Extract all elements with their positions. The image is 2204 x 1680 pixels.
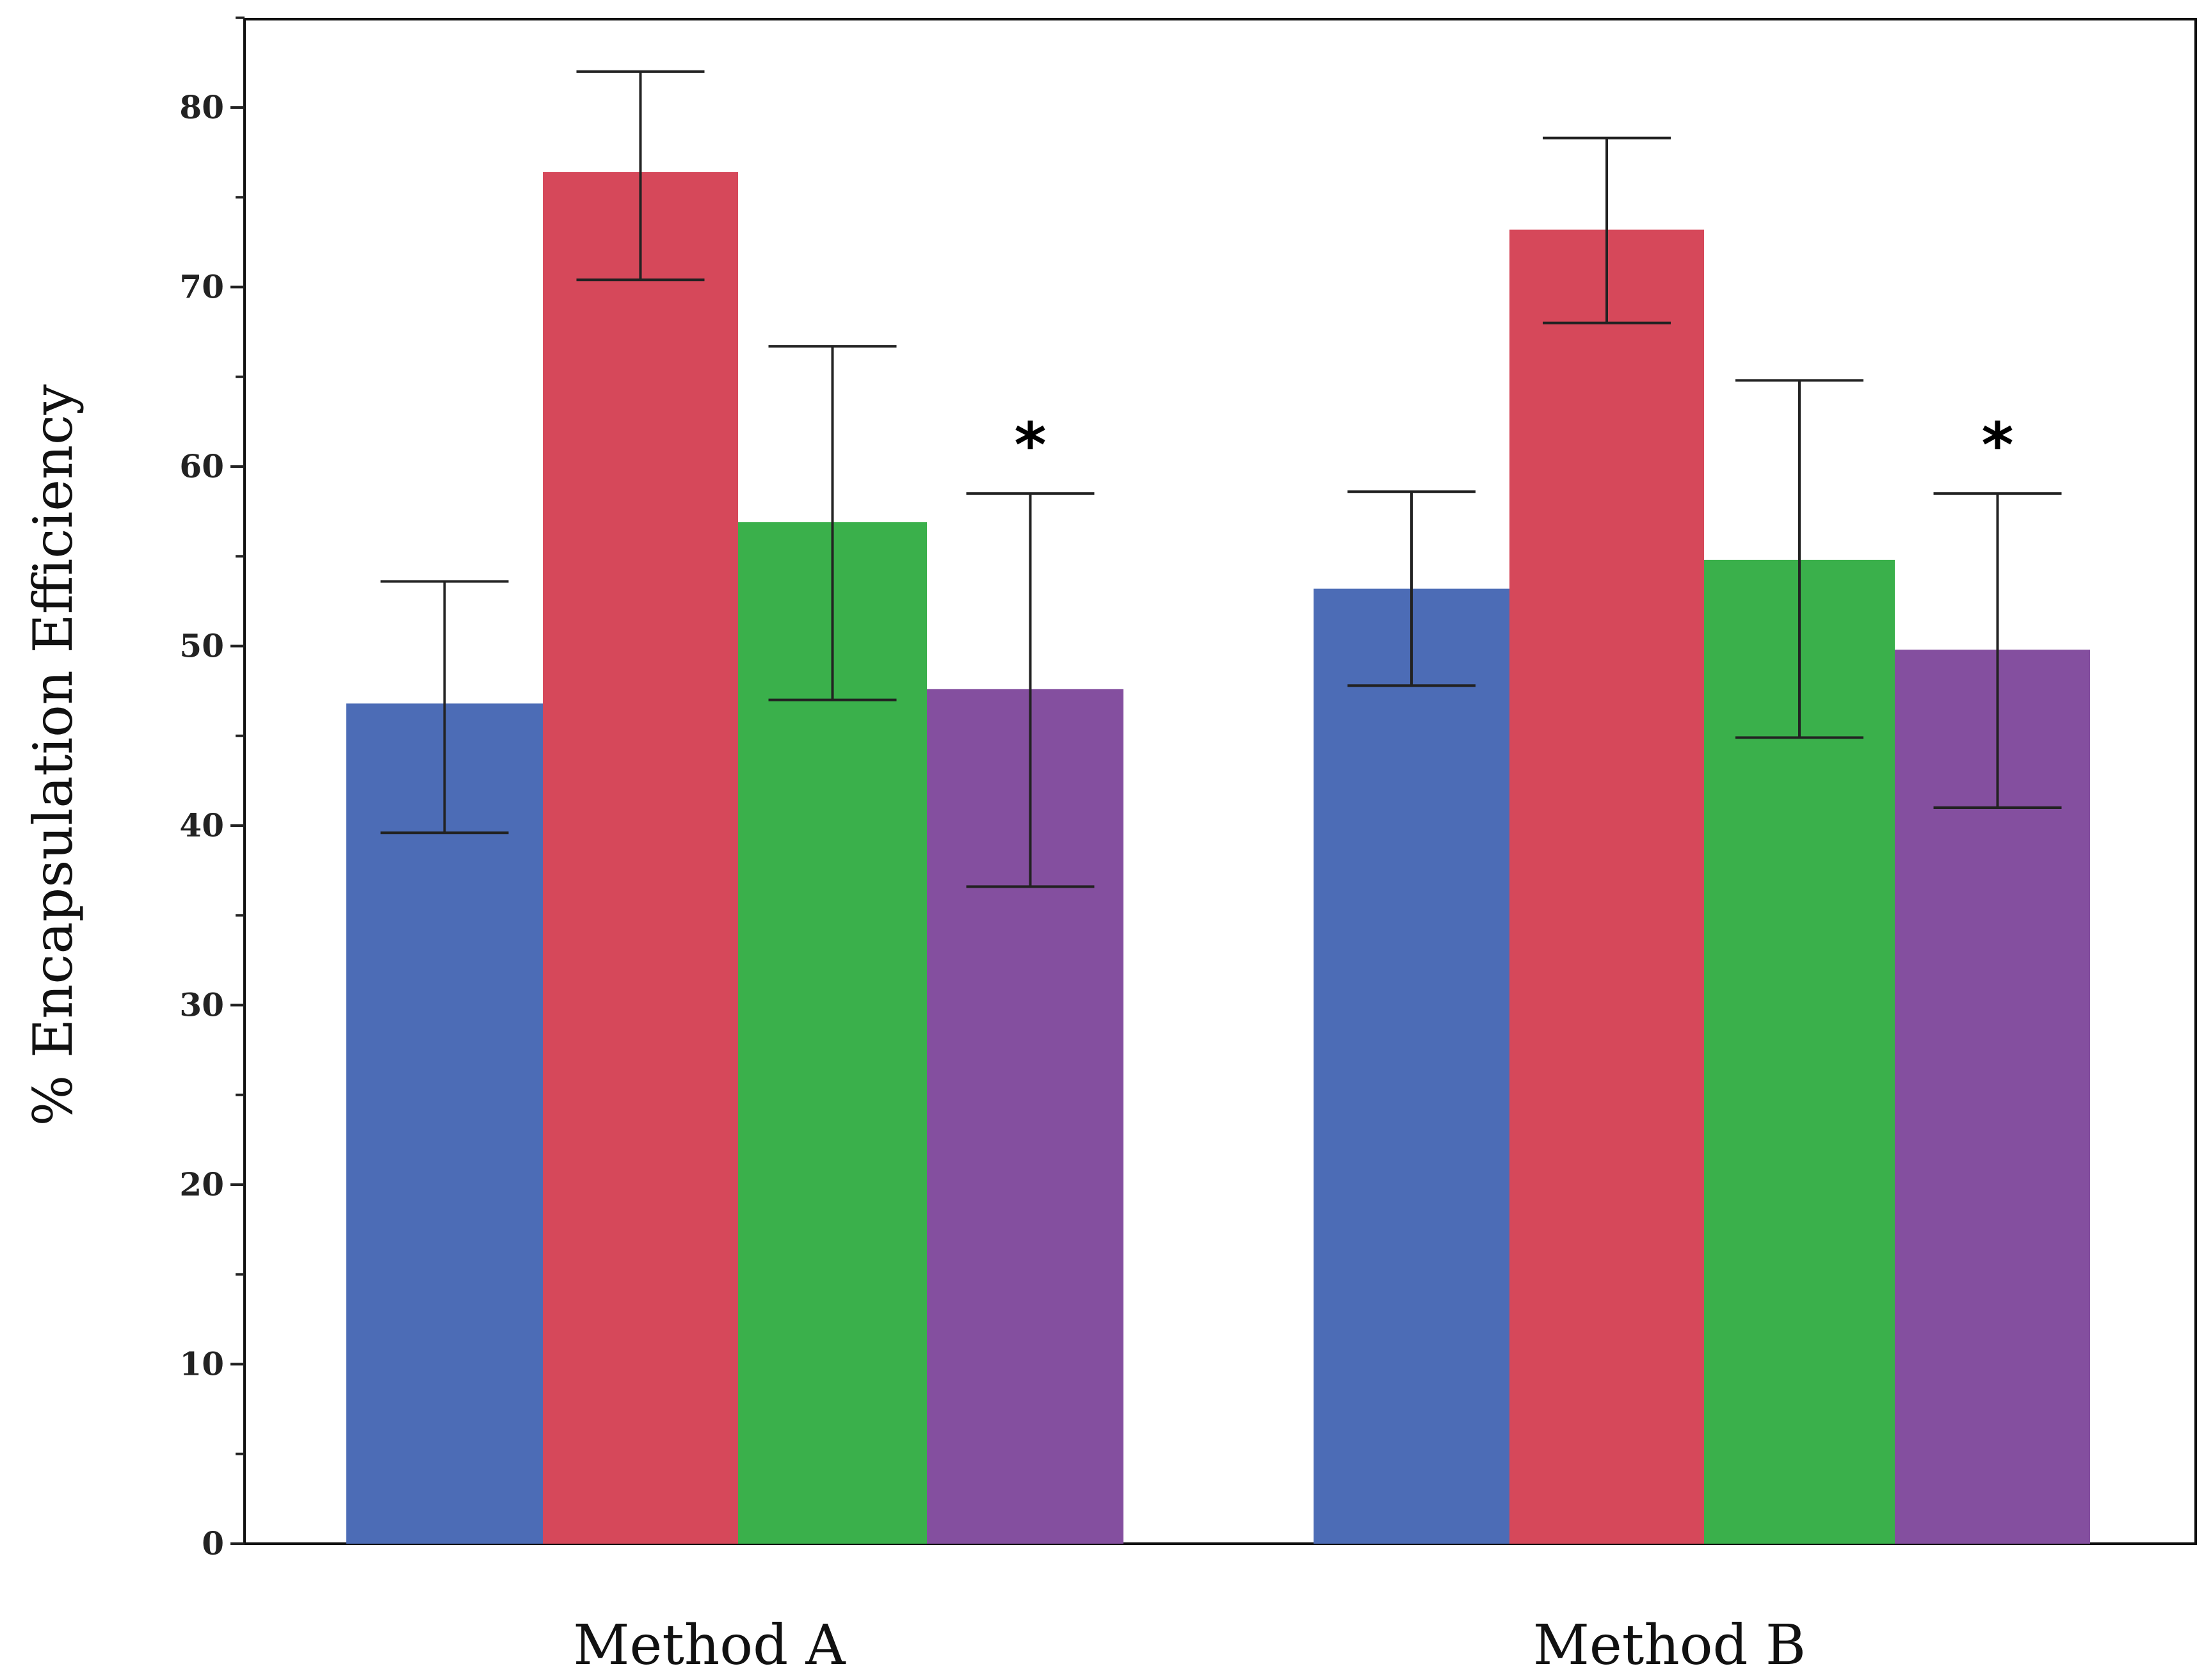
error-bar	[1347, 490, 1476, 687]
significance-asterisk: *	[1981, 410, 2013, 481]
plot-frame	[243, 18, 2197, 1545]
bar-method-a-series-4	[927, 689, 1123, 1544]
error-bar	[966, 492, 1095, 888]
error-bar	[768, 345, 897, 701]
error-bar	[1735, 379, 1863, 739]
y-tick-label: 30	[179, 986, 224, 1024]
bar-method-b-series-4	[1895, 650, 2090, 1544]
y-tick-label: 20	[179, 1165, 224, 1203]
error-bar	[1933, 492, 2062, 809]
y-tick-label: 80	[179, 88, 224, 126]
bar-method-b-series-2	[1509, 229, 1704, 1544]
y-tick-label: 0	[202, 1524, 224, 1562]
x-axis: Method A Method B	[573, 1613, 1806, 1677]
x-category-label: Method A	[573, 1613, 846, 1677]
bar-method-a-series-1	[346, 703, 543, 1544]
bar-method-a-series-2	[543, 172, 738, 1544]
significance-asterisk: *	[1014, 410, 1046, 481]
error-bars	[380, 70, 2062, 888]
y-axis: 0 10 20 30 40 50 60 70 80	[179, 16, 245, 1562]
error-bar	[380, 580, 509, 835]
y-tick-label: 10	[179, 1345, 224, 1383]
error-bar	[576, 70, 705, 282]
y-tick-label: 40	[179, 806, 224, 844]
y-axis-title: % Encapsulation Efficiency	[22, 384, 84, 1126]
bars	[346, 172, 2090, 1544]
y-tick-label: 70	[179, 268, 224, 306]
x-category-label: Method B	[1533, 1613, 1806, 1677]
plot-border	[243, 18, 2197, 1545]
error-bar	[1543, 136, 1671, 324]
bar-method-b-series-1	[1314, 588, 1509, 1544]
y-tick-label: 60	[179, 447, 224, 485]
annotations: * *	[1014, 410, 2013, 481]
y-tick-label: 50	[179, 627, 224, 665]
